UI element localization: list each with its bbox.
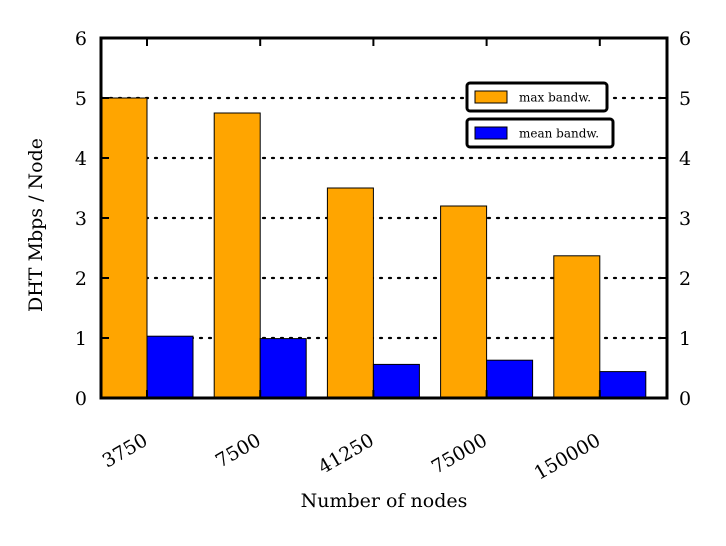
bar-maxbandw-41250 (326, 187, 374, 399)
legend-box (465, 117, 615, 149)
bar-meanbandw-75000 (486, 359, 534, 399)
y-tick-label-left: 6 (75, 28, 87, 50)
y-tick-label-right: 2 (679, 268, 691, 290)
bar-maxbandw-3750 (100, 97, 148, 399)
y-tick-label-right: 5 (679, 88, 691, 110)
y-tick-label-left: 5 (75, 88, 87, 110)
y-tick-label-left: 4 (75, 148, 87, 170)
x-tick-label: 41250 (315, 429, 378, 478)
y-tick-label-left: 0 (75, 388, 87, 410)
bar-maxbandw-75000 (440, 205, 488, 399)
y-tick-label-right: 1 (679, 328, 691, 350)
bar-meanbandw-3750 (146, 335, 194, 399)
bars (100, 97, 647, 399)
legend-swatch (474, 126, 508, 140)
x-tick-label: 150000 (530, 429, 604, 484)
y-tick-label-right: 3 (679, 208, 691, 230)
x-tick-label: 7500 (212, 429, 265, 472)
legend-entry: max bandw. (465, 81, 609, 113)
legend: max bandw. mean bandw. (465, 81, 615, 149)
y-tick-label-right: 6 (679, 28, 691, 50)
legend-entry: mean bandw. (465, 117, 615, 149)
legend-box (465, 81, 609, 113)
bar-maxbandw-7500 (213, 112, 261, 399)
legend-label: mean bandw. (519, 127, 599, 141)
legend-swatch (474, 90, 508, 104)
x-tick-label: 75000 (428, 429, 491, 478)
y-tick-label-left: 3 (75, 208, 87, 230)
y-tick-label-left: 2 (75, 268, 87, 290)
y-tick-label-left: 1 (75, 328, 87, 350)
bar-maxbandw-150000 (553, 255, 601, 399)
x-axis-title: Number of nodes (301, 490, 468, 512)
y-axis-title: DHT Mbps / Node (25, 138, 47, 312)
y-tick-label-right: 0 (679, 388, 691, 410)
plot-frame (99, 36, 669, 400)
x-tick-label: 3750 (99, 429, 152, 472)
bar-meanbandw-150000 (599, 371, 647, 399)
y-tick-label-right: 4 (679, 148, 691, 170)
bar-meanbandw-41250 (372, 363, 420, 399)
bar-meanbandw-7500 (259, 338, 307, 399)
legend-label: max bandw. (519, 91, 591, 105)
